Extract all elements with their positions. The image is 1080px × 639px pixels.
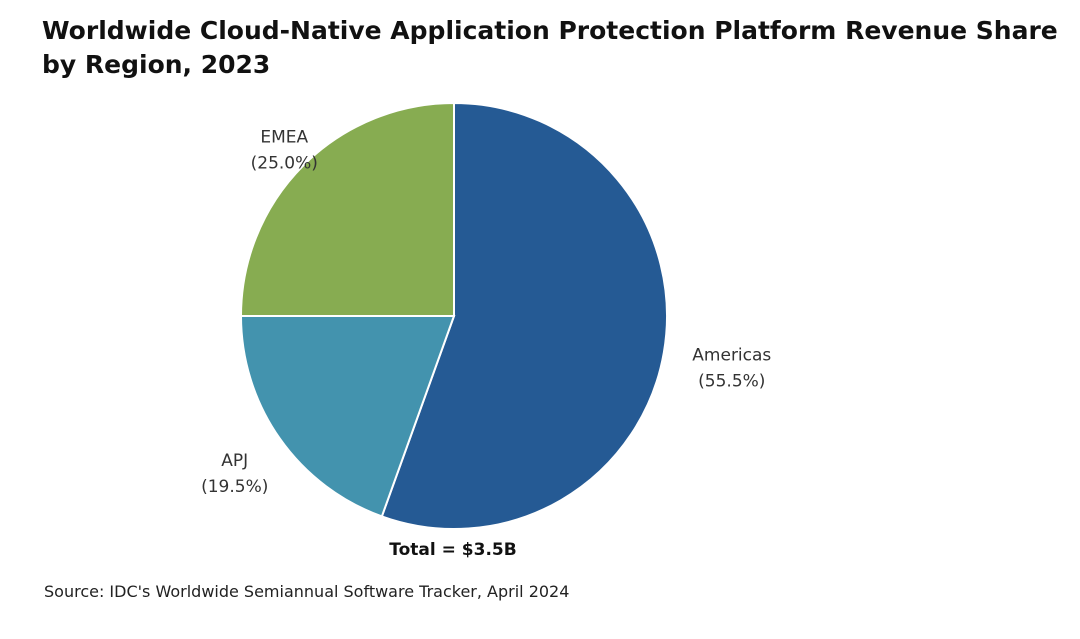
source-note: Source: IDC's Worldwide Semiannual Softw… [44,582,570,601]
chart-title: Worldwide Cloud-Native Application Prote… [42,16,1058,79]
slice-value-emea: (25.0%) [251,153,318,173]
pie-slice-emea [239,101,455,317]
slice-label-apj: APJ [221,451,248,471]
slice-label-emea: EMEA [260,127,308,147]
slice-labels: Americas (55.5%) APJ (19.5%) EMEA (25.0%) [201,127,771,497]
pie-slice-apj [239,315,456,518]
slice-value-americas: (55.5%) [698,371,765,391]
total-label: Total = $3.5B [389,540,516,560]
pie-slice-americas [380,101,668,530]
pie-slices [239,101,668,530]
slice-value-apj: (19.5%) [201,477,268,497]
slice-label-americas: Americas [692,345,771,365]
